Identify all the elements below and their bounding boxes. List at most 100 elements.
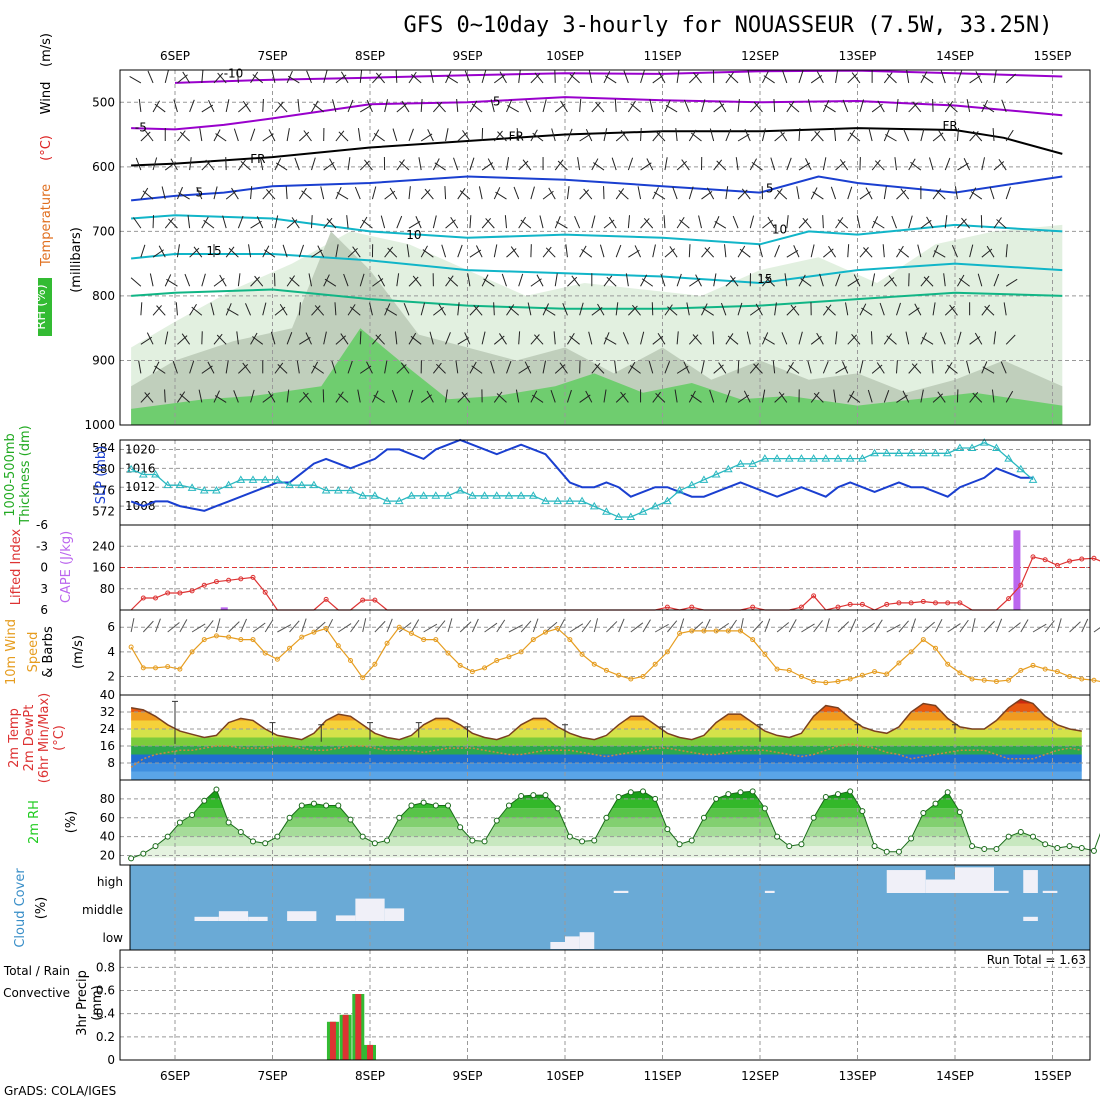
wind-barb — [683, 99, 690, 113]
wind-barb — [579, 98, 582, 112]
wind-barb — [359, 160, 370, 171]
wind-barb — [372, 129, 380, 142]
bottom-date-tick: 9SEP — [452, 1069, 482, 1083]
axis-label: 2m DewPt — [22, 705, 37, 772]
wind-barb — [302, 391, 312, 403]
wind-barb — [615, 132, 627, 142]
wind-barb — [398, 622, 412, 633]
wind-barb — [579, 245, 587, 258]
wind-barb — [565, 244, 568, 258]
precip-tick: 0.2 — [96, 1030, 115, 1044]
isotherm-line — [131, 96, 1063, 131]
wind-barb — [798, 218, 809, 229]
wind-barb — [324, 278, 337, 287]
thickness-marker — [138, 470, 148, 478]
thickness-marker — [992, 443, 1001, 451]
lifted-index-point — [811, 593, 817, 599]
wind-barb — [506, 360, 512, 374]
wind-barb — [329, 158, 337, 171]
wind-barb — [140, 392, 151, 403]
wind-barb — [400, 362, 410, 374]
wind-barb — [910, 161, 922, 171]
wind-speed-point — [287, 645, 293, 651]
wind-speed-point — [713, 628, 719, 634]
cloud-cell — [194, 916, 219, 921]
top-date-tick: 6SEP — [160, 49, 190, 63]
lifted-index-point — [1054, 562, 1060, 568]
wind-barb — [191, 306, 203, 316]
wind-barb — [396, 364, 407, 374]
wind-barb — [898, 248, 910, 258]
thickness-marker — [297, 480, 307, 489]
lifted-index-point — [1091, 555, 1097, 561]
wind-barb — [259, 157, 264, 171]
rh-point — [250, 838, 256, 845]
wind-barb — [701, 99, 706, 113]
wind-barb — [335, 391, 344, 403]
wind-barb — [412, 275, 422, 287]
rh-point — [335, 802, 342, 809]
isotherm-label: 10 — [406, 228, 421, 242]
thickness-marker — [126, 464, 136, 473]
wind-barb — [704, 247, 715, 258]
wind-barb — [833, 128, 837, 142]
wind-barb — [975, 71, 983, 84]
wind-barb — [574, 215, 581, 229]
wind-barb — [944, 362, 953, 374]
wind-barb — [323, 70, 328, 84]
wind-speed-point — [530, 637, 536, 643]
rh-point — [432, 802, 439, 809]
wind-barb — [917, 244, 922, 258]
wind-barb — [462, 130, 471, 142]
cloud-cover-panel: high middle low Cloud Cover (%) — [13, 864, 1091, 951]
rh-band — [131, 827, 1090, 837]
wind-barb — [499, 333, 507, 345]
wind-barb — [140, 131, 151, 142]
lifted-index-point — [262, 589, 268, 595]
wind-barb — [250, 276, 260, 287]
wind-barb — [411, 74, 422, 84]
wind-barb — [256, 216, 264, 229]
wind-barb — [923, 276, 934, 287]
axis-label: 1000-500mb — [3, 433, 18, 517]
lifted-index-point — [238, 576, 244, 582]
wind-barb — [530, 73, 541, 84]
wind-barb — [350, 619, 360, 633]
temp-tick: 8 — [107, 756, 115, 770]
wind-barb — [896, 302, 901, 316]
panel-frame — [119, 609, 1091, 696]
wind-barb — [879, 302, 885, 316]
rh-tick: 80 — [100, 792, 115, 806]
wind-barb — [215, 133, 227, 142]
wind-barb — [688, 334, 699, 345]
rh-point — [1090, 847, 1097, 854]
wind-speed-point — [250, 637, 256, 643]
axis-label: (millibars) — [69, 227, 84, 293]
wind-barb — [631, 304, 641, 316]
wind-barb — [837, 621, 850, 633]
wind-barb — [982, 104, 995, 113]
wind-barb — [998, 158, 1007, 171]
wind-barb — [434, 162, 446, 171]
rh-tick: 40 — [100, 830, 115, 844]
wind-barb — [286, 275, 295, 287]
wind-speed-line — [130, 626, 1100, 684]
wind-barb — [963, 158, 971, 171]
wind-speed-point — [421, 637, 427, 643]
wind-barb — [865, 187, 873, 200]
thickness-marker — [1004, 454, 1014, 462]
wind-barb — [654, 623, 669, 633]
wind-barb — [842, 361, 849, 374]
rh-point — [640, 788, 646, 795]
wind-barb — [177, 391, 186, 403]
wind-speed-point — [677, 630, 683, 636]
lifted-index-point — [1042, 557, 1048, 563]
thickness-marker — [675, 485, 684, 494]
thickness-marker — [736, 459, 745, 467]
wind-barb — [323, 331, 327, 345]
wind-barb — [296, 360, 300, 374]
wind-barb — [1056, 618, 1062, 633]
wind-barb — [384, 246, 394, 258]
wind-barb — [513, 186, 520, 200]
wind-barb — [618, 190, 629, 200]
